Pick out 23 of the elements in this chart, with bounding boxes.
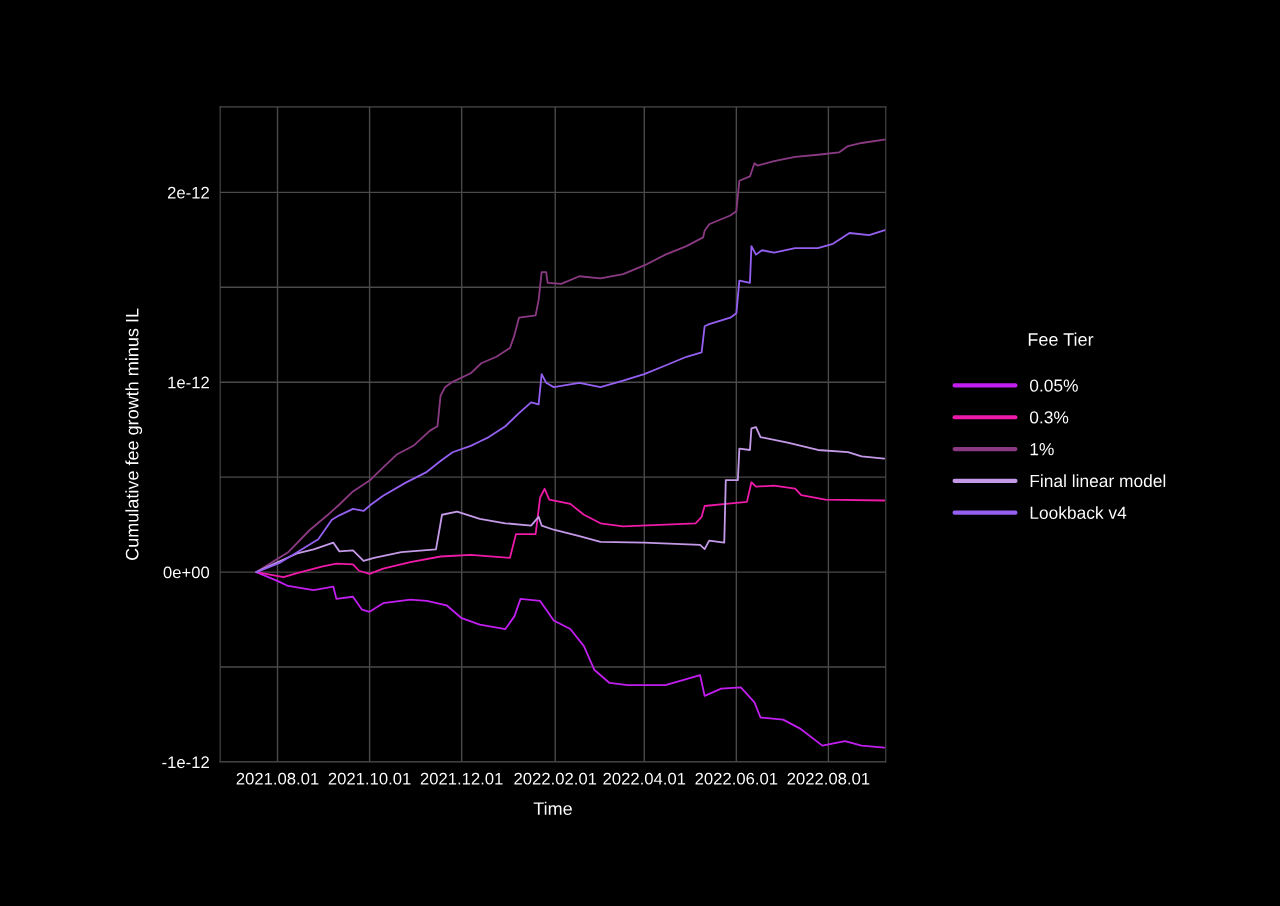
x-tick-label: 2022.06.01 [695, 772, 778, 785]
x-tick-label: 2022.02.01 [514, 772, 597, 785]
line-series [255, 481, 886, 579]
legend-label: 1% [1030, 443, 1054, 456]
line-series [255, 138, 886, 573]
line-series [255, 229, 886, 573]
legend-label: Lookback v4 [1030, 506, 1127, 519]
x-tick-label: 2021.10.01 [328, 772, 411, 785]
legend-label: 0.3% [1029, 411, 1069, 424]
y-axis-title: Cumulative fee growth minus IL [125, 308, 143, 560]
x-tick-label: 2022.04.01 [603, 772, 686, 785]
legend-title: Fee Tier [1028, 332, 1094, 346]
y-tick-label: 2e-12 [167, 186, 209, 199]
legend-label: 0.05% [1029, 379, 1078, 392]
y-tick-label: 1e-12 [168, 376, 209, 389]
x-tick-label: 2022.08.01 [787, 772, 870, 785]
y-tick-label: -1e-12 [162, 756, 209, 769]
x-tick-label: 2021.12.01 [420, 772, 503, 785]
line-series [255, 571, 886, 749]
x-axis-title: Time [533, 801, 572, 816]
y-tick-label: 0e+00 [163, 566, 210, 579]
legend-label: Final linear model [1030, 474, 1166, 488]
x-tick-label: 2021.08.01 [236, 772, 319, 785]
